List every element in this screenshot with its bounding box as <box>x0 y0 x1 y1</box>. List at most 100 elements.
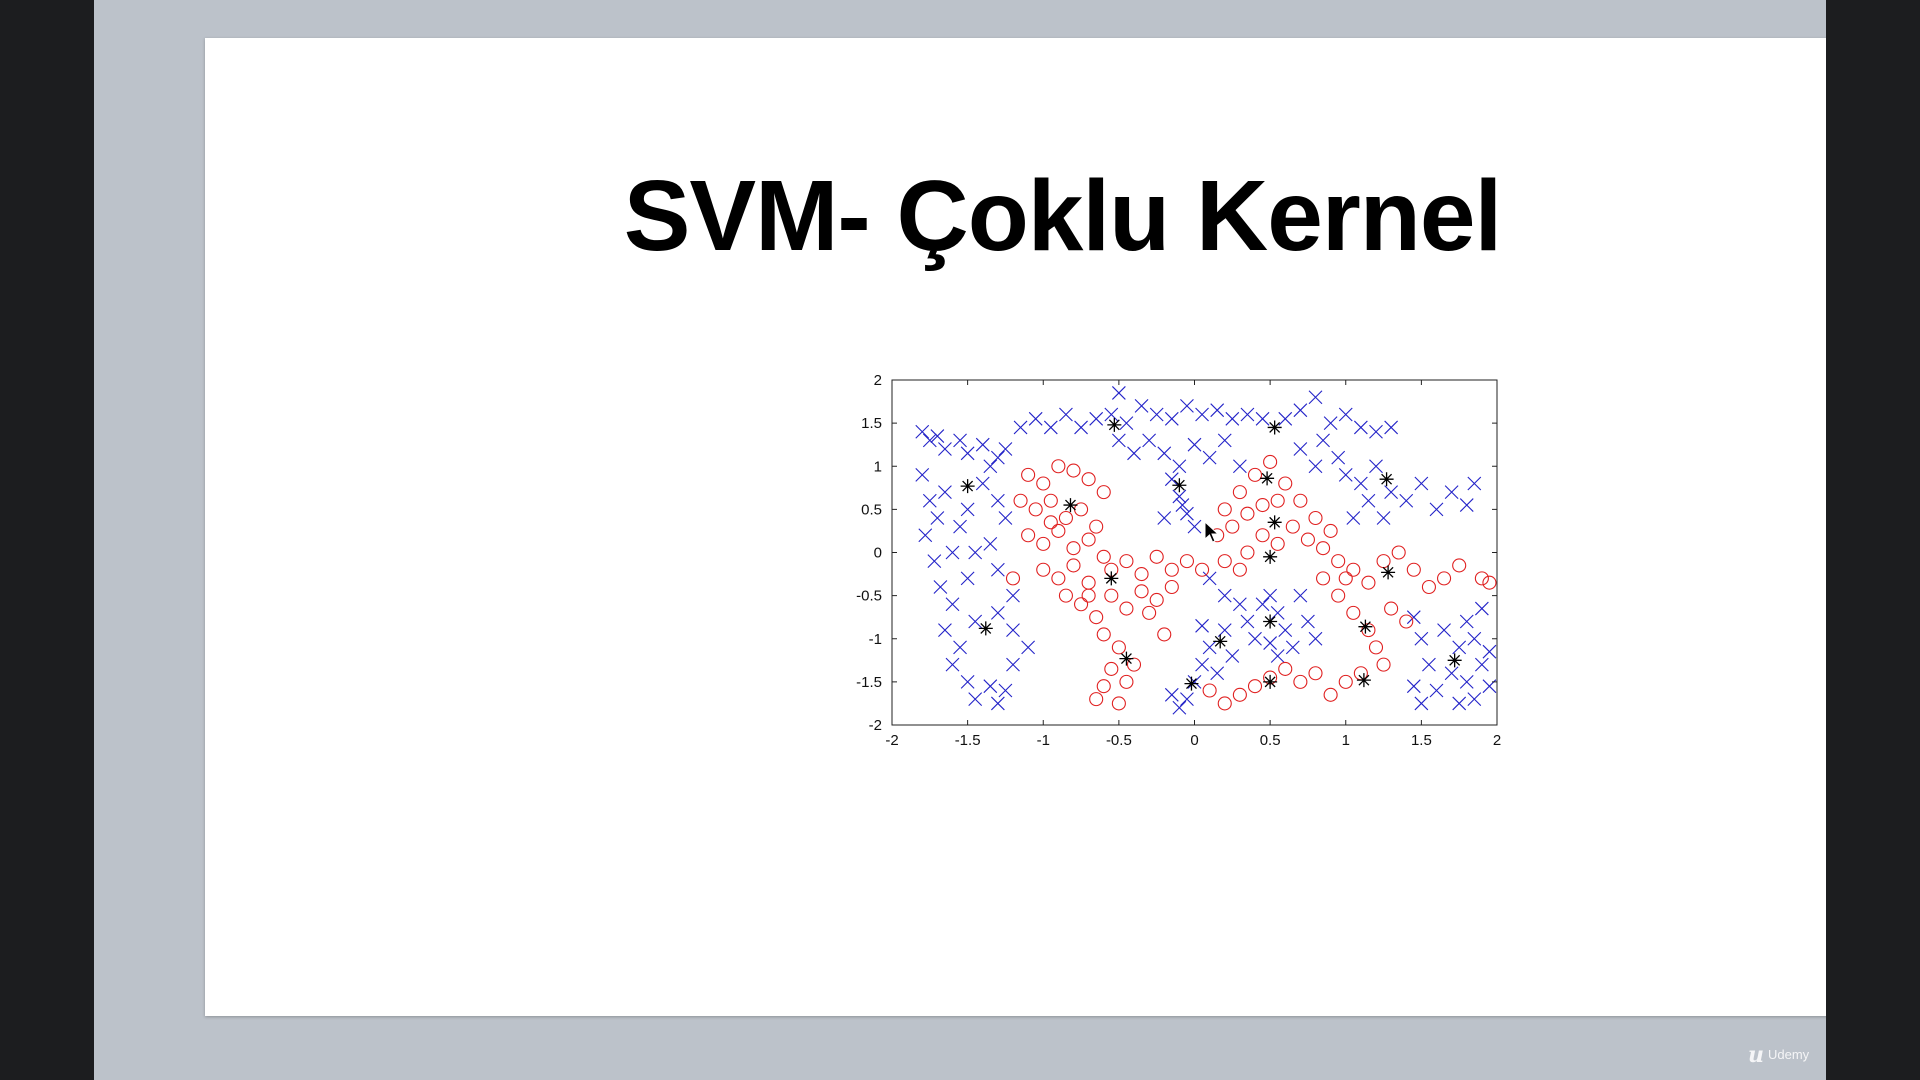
point-x <box>998 442 1013 456</box>
point-x <box>1444 666 1459 681</box>
point-o <box>1323 523 1338 538</box>
point-x <box>1195 618 1209 633</box>
point-x <box>1285 640 1300 655</box>
point-o <box>1376 657 1391 672</box>
point-o <box>1096 485 1111 500</box>
x-tick-label: -2 <box>885 732 898 749</box>
point-o <box>1013 493 1028 508</box>
point-x <box>1467 631 1482 646</box>
point-x <box>1353 476 1368 491</box>
point-o <box>1384 601 1399 616</box>
support-vector-marker <box>1263 614 1278 629</box>
point-x <box>1270 605 1285 620</box>
support-vector-marker <box>1379 472 1394 487</box>
point-x <box>945 597 960 612</box>
point-o <box>1119 601 1134 616</box>
point-x <box>975 476 990 491</box>
point-x <box>1134 398 1149 413</box>
point-x <box>960 502 975 517</box>
point-o <box>1058 510 1073 526</box>
tick-labels: -2 -1.5 -1 -0.5 0 0.5 1 1.5 2 2 1.5 1 0.5 0 -0.5 -1 -1.5… <box>856 372 1501 749</box>
point-x <box>1338 467 1353 482</box>
point-x <box>1369 459 1383 474</box>
point-o <box>1195 562 1210 577</box>
support-vector-marker <box>1356 673 1371 688</box>
point-o <box>1043 493 1058 508</box>
point-o <box>1240 545 1255 560</box>
slide-title: SVM- Çoklu Kernel <box>623 160 1503 272</box>
point-o <box>1142 605 1157 620</box>
point-o <box>1081 532 1096 547</box>
point-o <box>1331 588 1346 603</box>
point-x <box>1111 433 1126 448</box>
point-x <box>1240 614 1255 629</box>
point-o <box>1021 467 1036 482</box>
point-o <box>1179 554 1194 569</box>
point-x <box>1059 407 1073 422</box>
point-x <box>945 545 960 560</box>
point-o <box>1134 584 1149 599</box>
point-x <box>1482 644 1497 659</box>
point-x <box>1459 498 1474 512</box>
point-x <box>1422 657 1436 672</box>
point-o <box>1043 515 1058 530</box>
point-o <box>1225 519 1240 534</box>
point-x <box>1202 450 1217 465</box>
x-tick-label: 1.5 <box>1411 732 1432 749</box>
point-x <box>1172 459 1187 474</box>
point-o <box>1202 683 1217 698</box>
point-x <box>1293 442 1308 456</box>
point-x <box>1149 407 1164 422</box>
point-o <box>1005 571 1021 586</box>
point-x <box>975 437 990 452</box>
point-x <box>953 519 967 534</box>
point-x <box>953 640 967 655</box>
y-tick-label: 0.5 <box>861 501 882 518</box>
point-o <box>1096 679 1111 694</box>
point-x <box>1164 411 1179 426</box>
point-x <box>1338 407 1353 422</box>
point-o <box>1399 614 1414 629</box>
point-o <box>1361 575 1376 590</box>
point-x <box>953 433 967 448</box>
point-x <box>1467 692 1482 707</box>
point-o <box>1247 467 1263 482</box>
point-x <box>1414 696 1429 711</box>
left-letterbox <box>0 0 94 1080</box>
y-tick-label: -1 <box>869 631 882 648</box>
point-o <box>1066 463 1081 478</box>
point-x <box>1232 459 1247 474</box>
support-vector-marker <box>978 621 993 636</box>
point-o <box>1149 549 1164 564</box>
y-tick-label: 1 <box>874 458 882 475</box>
point-x <box>1043 420 1058 435</box>
point-x <box>1384 485 1399 500</box>
point-x <box>1028 411 1043 426</box>
point-x <box>1195 407 1209 422</box>
point-x <box>1331 450 1346 465</box>
point-x <box>1429 683 1444 698</box>
point-x <box>983 536 998 551</box>
point-x <box>1452 696 1467 711</box>
point-x <box>1180 398 1194 413</box>
x-tick-label: 1 <box>1342 732 1350 749</box>
point-x <box>960 571 975 586</box>
support-vector-marker <box>1063 498 1078 513</box>
point-o <box>1074 597 1089 612</box>
support-vector-marker <box>1260 471 1275 486</box>
point-x <box>918 528 933 543</box>
point-o <box>1089 692 1104 707</box>
point-x <box>968 614 983 629</box>
point-x <box>1172 489 1187 504</box>
point-o <box>1437 571 1452 586</box>
point-x <box>1217 588 1232 603</box>
point-o <box>1096 627 1111 642</box>
point-o <box>1051 571 1066 586</box>
point-x <box>1384 420 1399 435</box>
support-vector-marker <box>1184 676 1199 691</box>
y-tick-label: 2 <box>874 372 882 389</box>
point-x <box>1104 407 1119 422</box>
point-x <box>1323 416 1338 431</box>
udemy-logo-icon: u <box>1748 1042 1764 1068</box>
point-x <box>990 450 1005 465</box>
